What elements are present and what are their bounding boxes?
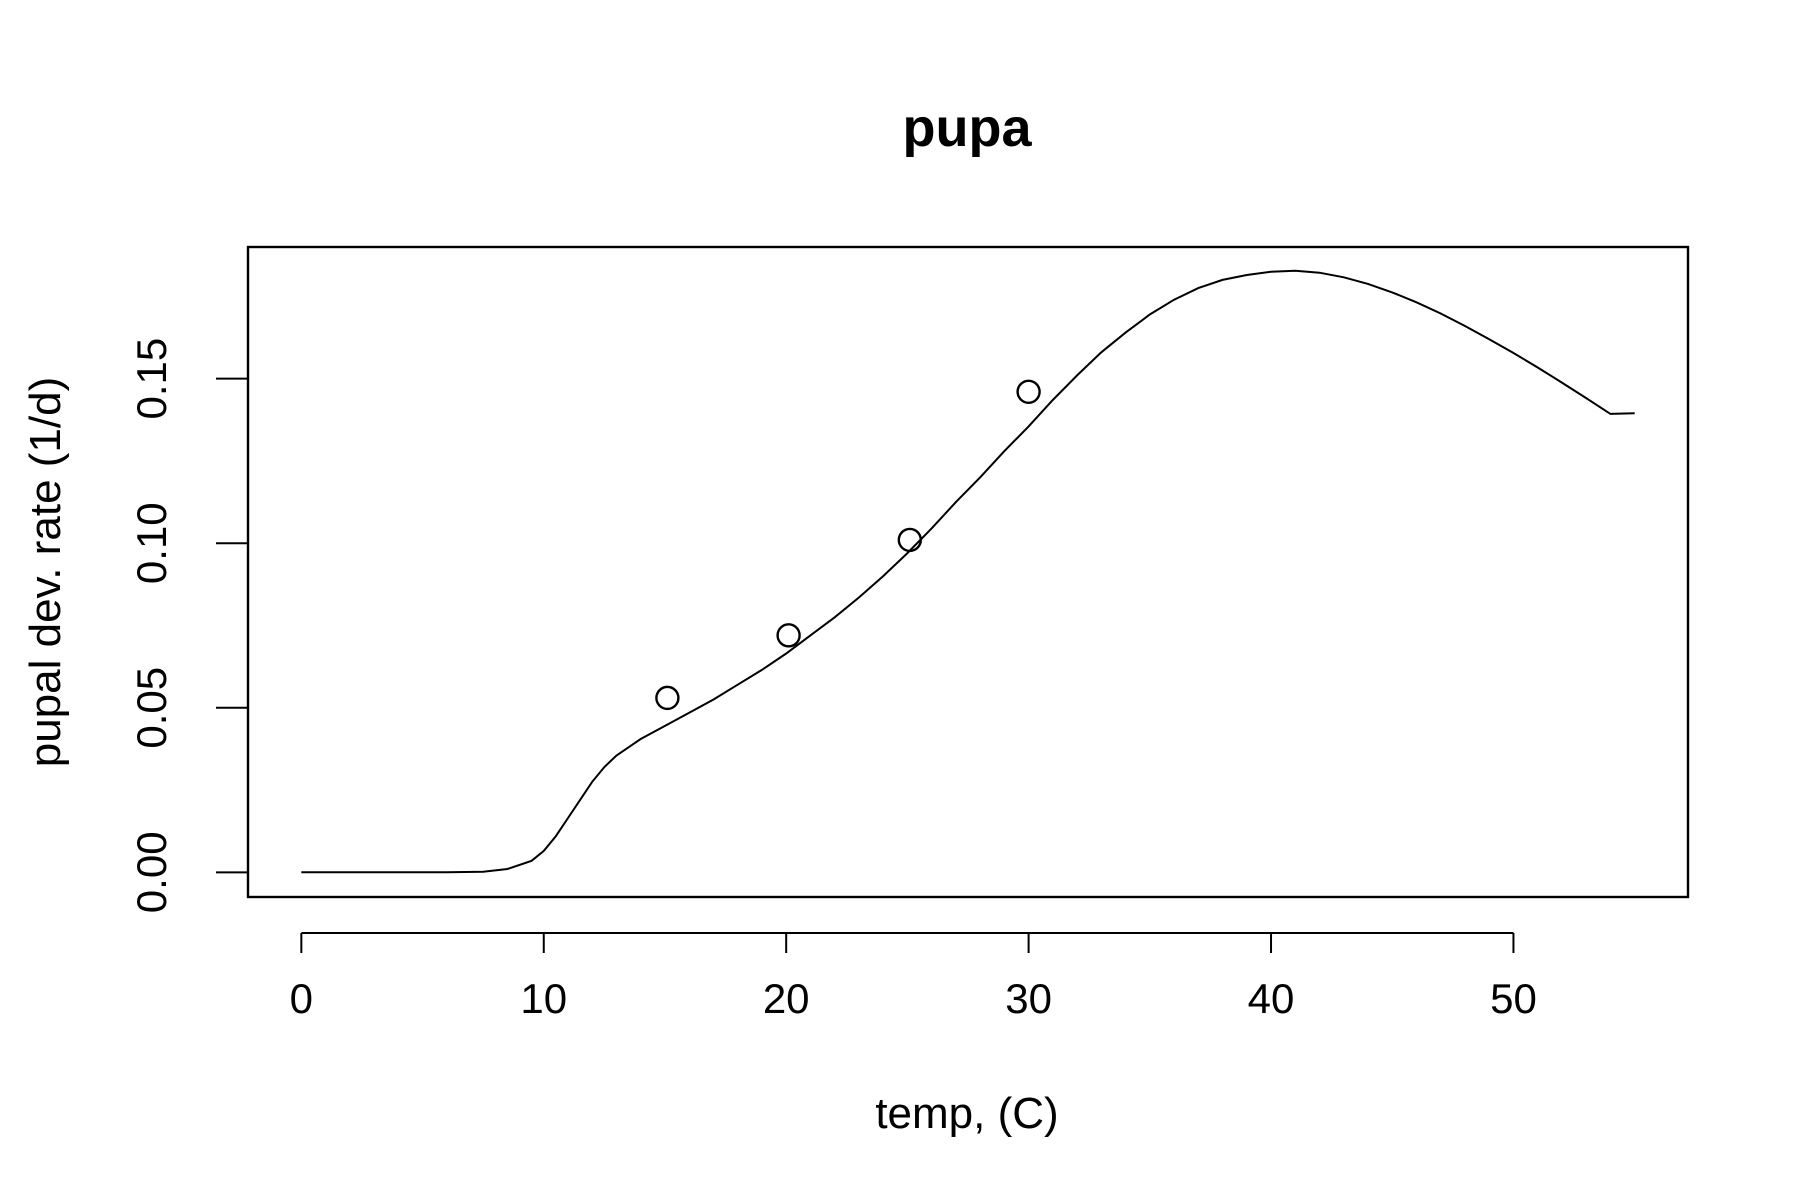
x-tick-label: 50 [1490,975,1537,1022]
y-tick-label: 0.15 [128,338,175,420]
fitted-curve [301,269,1635,874]
plot-area-frame [246,245,1690,899]
y-axis: 0.00 0.05 0.10 0.15 [128,338,249,913]
x-tick-label: 30 [1005,975,1052,1022]
x-tick-label: 0 [290,975,313,1022]
series-layer [301,269,1635,874]
y-tick-label: 0.10 [128,502,175,584]
x-tick-label: 20 [763,975,810,1022]
data-point [776,623,801,648]
chart-title: pupa [903,98,1033,158]
x-axis: 0 10 20 30 40 50 [290,932,1537,1022]
y-axis-label: pupal dev. rate (1/d) [21,377,70,768]
x-tick-label: 40 [1248,975,1295,1022]
data-point [655,685,680,711]
y-tick-label: 0.00 [128,831,175,913]
x-axis-label: temp, (C) [875,1089,1058,1138]
data-point [1016,379,1041,405]
data-point [897,527,923,553]
y-tick-label: 0.05 [128,667,175,749]
x-tick-label: 10 [520,975,567,1022]
